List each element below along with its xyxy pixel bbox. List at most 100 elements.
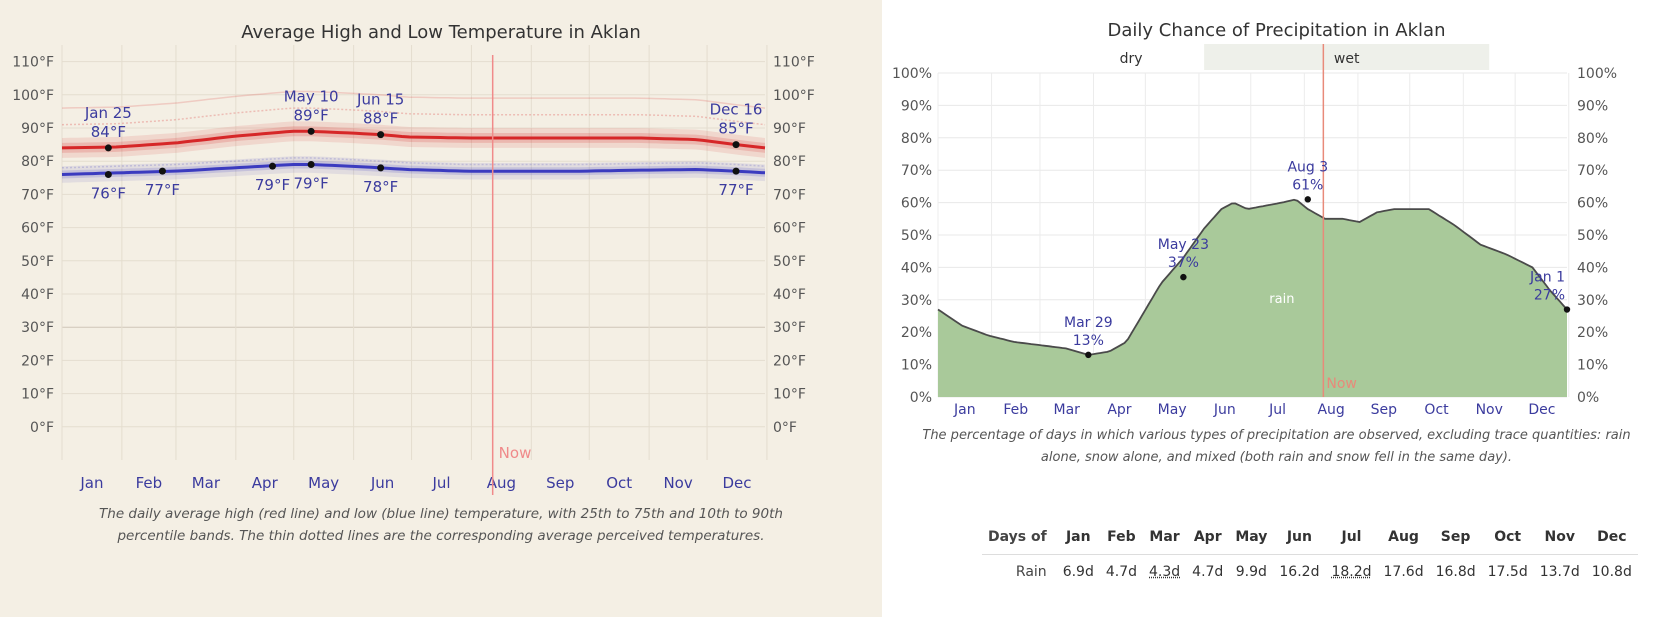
rain-table-month: Mar xyxy=(1143,520,1187,555)
y-tick-label-right: 20°F xyxy=(773,353,806,369)
rain-table-month: Aug xyxy=(1377,520,1430,555)
annotation-date: Dec 16 xyxy=(710,101,763,119)
annotation-point xyxy=(1563,306,1571,313)
y-tick-label-right: 40% xyxy=(1577,260,1608,276)
y-tick-label-right: 100°F xyxy=(773,88,815,104)
rain-table-month: Jan xyxy=(1056,520,1100,555)
rain-table-value: 10.8d xyxy=(1591,564,1632,580)
annotation-value: 78°F xyxy=(363,178,398,196)
x-tick-label: Nov xyxy=(1476,402,1503,418)
y-tick-label-left: 50% xyxy=(901,228,932,244)
annotation-point xyxy=(732,141,740,149)
y-tick-label-left: 30% xyxy=(901,293,932,309)
y-tick-label-right: 110°F xyxy=(773,55,815,71)
rain-table-value: 4.7d xyxy=(1105,564,1137,580)
rain-table-month: Jun xyxy=(1273,520,1326,555)
annotation-value: 77°F xyxy=(718,181,753,199)
y-tick-label-right: 80°F xyxy=(773,154,806,170)
rain-area-label: rain xyxy=(1269,292,1294,307)
temperature-caption-line2: percentile bands. The thin dotted lines … xyxy=(117,528,765,544)
annotation-value: 89°F xyxy=(294,106,329,124)
x-tick-label: Feb xyxy=(136,474,163,492)
annotation-value: 76°F xyxy=(91,184,126,202)
y-tick-label-right: 70°F xyxy=(773,187,806,203)
rain-table-value: 13.7d xyxy=(1539,564,1580,580)
wet-season-band xyxy=(1204,44,1490,70)
now-label: Now xyxy=(499,444,532,462)
y-tick-label-right: 30°F xyxy=(773,320,806,336)
precipitation-chart-title: Daily Chance of Precipitation in Aklan xyxy=(1107,20,1446,41)
temperature-caption-line1: The daily average high (red line) and lo… xyxy=(99,506,783,522)
rain-table-month: Dec xyxy=(1585,520,1638,555)
rain-table-month: Nov xyxy=(1533,520,1586,555)
rain-table-value-max[interactable]: 18.2d xyxy=(1331,564,1372,580)
y-tick-label-right: 70% xyxy=(1577,163,1608,179)
x-tick-label: Mar xyxy=(192,474,221,492)
temperature-caption: The daily average high (red line) and lo… xyxy=(30,503,852,547)
rain-table-month: Apr xyxy=(1186,520,1230,555)
annotation-point xyxy=(307,127,315,135)
rain-table-value: 4.7d xyxy=(1192,564,1224,580)
y-tick-label-right: 90% xyxy=(1577,98,1608,114)
y-tick-label-right: 80% xyxy=(1577,131,1608,147)
precipitation-caption: The percentage of days in which various … xyxy=(882,425,1671,469)
y-tick-label-left: 110°F xyxy=(12,55,54,71)
x-tick-label: Jul xyxy=(431,474,450,492)
annotation-value: 84°F xyxy=(91,123,126,141)
rain-table-month: Oct xyxy=(1481,520,1534,555)
rain-table-value: 17.5d xyxy=(1487,564,1528,580)
rain-table-month: Sep xyxy=(1429,520,1482,555)
x-tick-label: Sep xyxy=(1371,402,1398,418)
y-tick-label-left: 30°F xyxy=(21,320,54,336)
annotation-point xyxy=(732,167,740,175)
y-tick-label-left: 100% xyxy=(892,66,932,82)
y-tick-label-left: 20% xyxy=(901,325,932,341)
x-tick-label: Jan xyxy=(79,474,103,492)
annotation-value: 13% xyxy=(1073,333,1104,349)
rain-table-month: Feb xyxy=(1099,520,1143,555)
y-tick-label-left: 100°F xyxy=(12,88,54,104)
x-tick-label: Jun xyxy=(370,474,394,492)
y-tick-label-right: 10°F xyxy=(773,387,806,403)
rain-line xyxy=(937,198,1568,356)
y-tick-label-right: 100% xyxy=(1577,66,1617,82)
x-tick-label: Aug xyxy=(487,474,516,492)
rain-table-month: May xyxy=(1229,520,1274,555)
wet-season-label: wet xyxy=(1334,51,1360,67)
annotation-point xyxy=(269,162,277,170)
annotation-value: 37% xyxy=(1168,255,1199,271)
y-tick-label-left: 0% xyxy=(910,390,932,406)
x-tick-label: Jan xyxy=(953,402,976,418)
rain-table-header-row: Days of Jan Feb Mar Apr May Jun Jul Aug … xyxy=(982,520,1638,555)
annotation-date: Jan 1 xyxy=(1529,270,1565,286)
y-tick-label-left: 80% xyxy=(901,131,932,147)
y-tick-label-left: 20°F xyxy=(21,353,54,369)
rain-table-month: Jul xyxy=(1325,520,1378,555)
y-tick-label-left: 10°F xyxy=(21,387,54,403)
annotation-value: 85°F xyxy=(718,120,753,138)
y-tick-label-left: 50°F xyxy=(21,254,54,270)
y-tick-label-left: 40°F xyxy=(21,287,54,303)
y-tick-label-left: 60°F xyxy=(21,221,54,237)
x-tick-label: May xyxy=(308,474,339,492)
rain-table-value-min[interactable]: 4.3d xyxy=(1149,564,1181,580)
high-temperature-line xyxy=(61,129,766,150)
annotation-point xyxy=(307,161,315,169)
rain-table-row: Rain 6.9d 4.7d 4.3d 4.7d 9.9d 16.2d 18.2… xyxy=(982,555,1638,590)
y-tick-label-left: 70% xyxy=(901,163,932,179)
annotation-date: Aug 3 xyxy=(1287,159,1328,175)
annotation-date: May 10 xyxy=(284,87,339,105)
y-tick-label-right: 60% xyxy=(1577,196,1608,212)
x-tick-label: Mar xyxy=(1054,402,1081,418)
y-tick-label-right: 60°F xyxy=(773,221,806,237)
y-tick-label-right: 10% xyxy=(1577,358,1608,374)
x-tick-label: Dec xyxy=(1528,402,1555,418)
high-perceived-upper xyxy=(61,90,766,109)
low-perceived-line xyxy=(61,157,766,169)
rain-table-row-label: Rain xyxy=(1015,564,1047,580)
rain-table-value: 16.8d xyxy=(1435,564,1476,580)
y-tick-label-right: 30% xyxy=(1577,293,1608,309)
annotation-point xyxy=(1304,196,1311,203)
y-tick-label-right: 50% xyxy=(1577,228,1608,244)
high-band-25-75 xyxy=(62,126,765,153)
